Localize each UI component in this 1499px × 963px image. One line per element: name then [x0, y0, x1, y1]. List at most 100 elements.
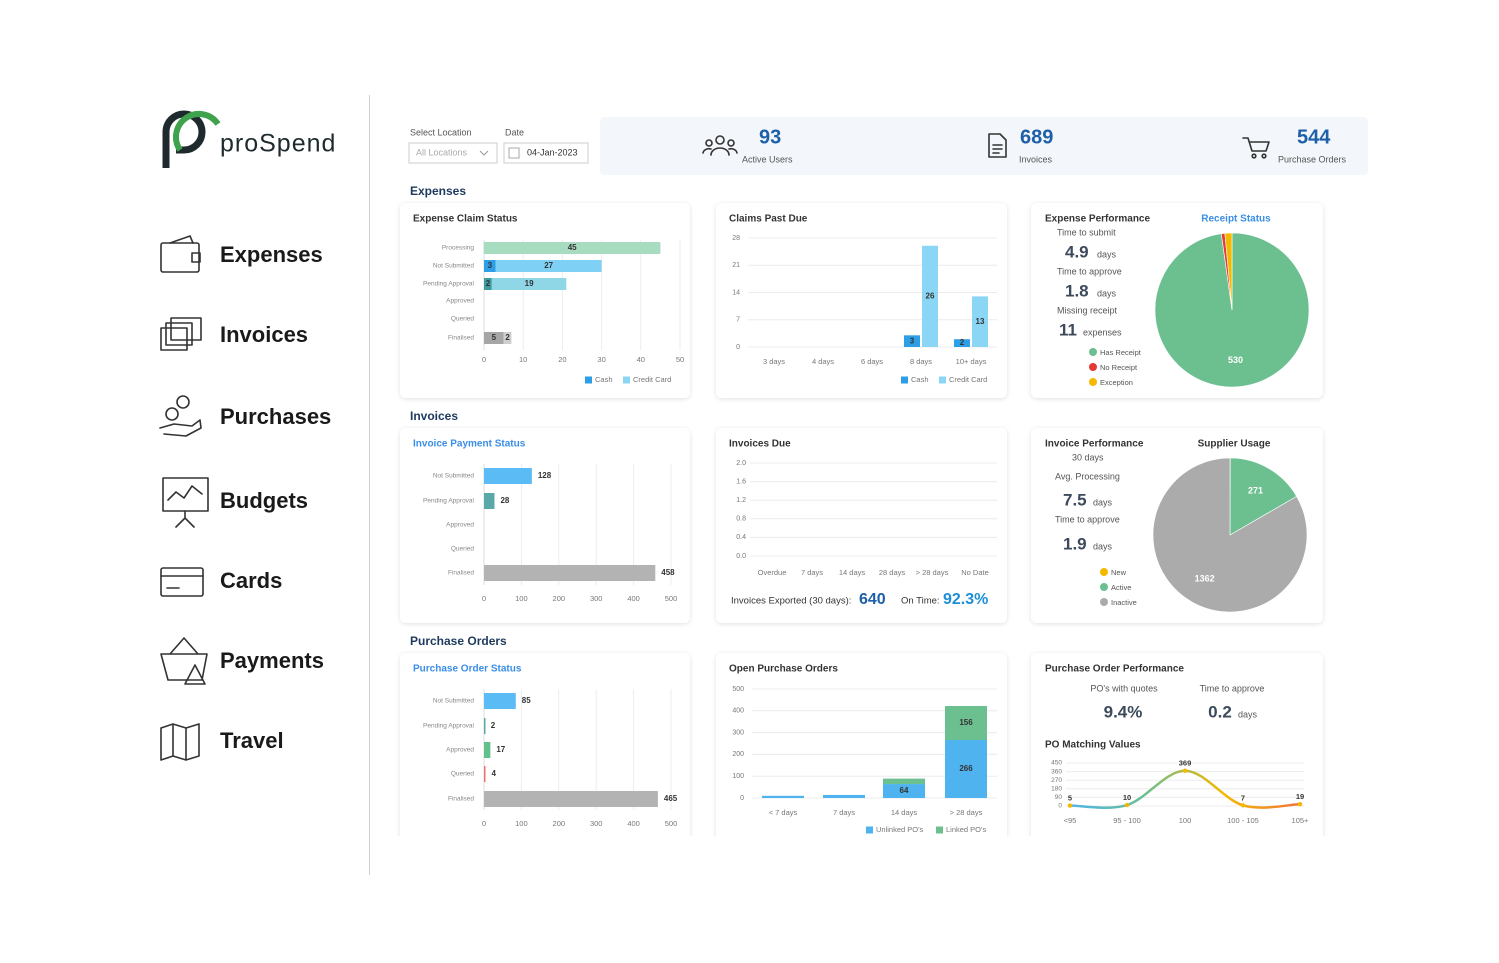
- legend-swatch: [623, 376, 630, 384]
- chevron: [479, 150, 489, 156]
- panel-title: Invoice Performance: [1045, 439, 1144, 450]
- stat-unit: days: [1097, 249, 1117, 259]
- x-tick-label: 6 days: [861, 357, 883, 366]
- stat-label: Time to approve: [1200, 683, 1265, 693]
- stat-label: Time to submit: [1057, 227, 1116, 237]
- legend-swatch: [1089, 363, 1097, 371]
- location-dropdown[interactable]: [408, 142, 498, 164]
- card: [400, 653, 690, 853]
- menu-item[interactable]: Budgets: [162, 477, 308, 528]
- x-tick-label: > 28 days: [916, 568, 949, 577]
- menu-label[interactable]: Cards: [220, 568, 282, 593]
- data-label: 266: [959, 764, 973, 773]
- stat-value: 9.4%: [1104, 702, 1143, 721]
- kpi-strip: [600, 117, 1368, 175]
- x-tick-label: 14 days: [891, 808, 918, 817]
- marker: [1240, 803, 1246, 808]
- bar: [484, 742, 491, 758]
- category-label: Not Submitted: [433, 698, 475, 705]
- menu-item[interactable]: Cards: [160, 567, 282, 597]
- data-label: 10: [1123, 793, 1131, 802]
- bar: [484, 242, 661, 254]
- chart-title: Expense Claim Status: [413, 214, 518, 225]
- filters: Select Location All Locations Date 04-Ja…: [408, 127, 589, 164]
- data-label: 13: [976, 317, 985, 326]
- menu-label[interactable]: Payments: [220, 648, 324, 673]
- legend-swatch: [901, 376, 908, 384]
- card: [716, 203, 1007, 398]
- marker: [1182, 768, 1188, 773]
- data-label: 28: [500, 496, 509, 505]
- card: [1031, 653, 1323, 853]
- logo: proSpend: [162, 110, 335, 168]
- x-tick-label: 200: [553, 819, 566, 828]
- legend-label: Credit Card: [949, 375, 987, 384]
- location-value[interactable]: All Locations: [416, 147, 468, 157]
- data-label: 271: [1248, 485, 1263, 495]
- menu-label[interactable]: Expenses: [220, 242, 323, 267]
- legend-label: Active: [1111, 583, 1131, 592]
- marker: [1124, 802, 1130, 808]
- y-tick-label: 500: [732, 686, 744, 693]
- bar: [945, 706, 987, 741]
- data-label: 156: [959, 718, 973, 727]
- po-performance: Purchase Order Performance PO's with quo…: [1045, 664, 1264, 722]
- y-tick-label: 1.6: [736, 478, 746, 485]
- bar: [484, 693, 516, 709]
- stat-label: Time to approve: [1055, 514, 1120, 524]
- legend-swatch: [866, 826, 873, 834]
- kpi: 689 Invoices: [988, 126, 1053, 164]
- x-tick-label: 400: [627, 819, 640, 828]
- x-tick-label: 200: [553, 594, 566, 603]
- category-label: Finalised: [448, 335, 474, 342]
- stat-unit: days: [1097, 288, 1117, 298]
- menu-item[interactable]: Purchases: [159, 395, 331, 437]
- x-tick-label: 100 - 105: [1227, 816, 1259, 825]
- stat-value: 0.2: [1208, 702, 1232, 721]
- section-title: Expenses: [410, 184, 466, 198]
- period: 30 days: [1072, 452, 1104, 462]
- menu-item[interactable]: Travel: [160, 723, 284, 761]
- x-tick-label: 100: [515, 819, 528, 828]
- category-label: Finalised: [448, 570, 474, 577]
- legend-swatch: [1100, 568, 1108, 576]
- chart-title: Claims Past Due: [729, 214, 808, 225]
- x-tick-label: 400: [627, 594, 640, 603]
- crop: [390, 836, 1335, 866]
- card: [716, 428, 1007, 623]
- menu-item[interactable]: Payments: [160, 637, 324, 685]
- date-value[interactable]: 04-Jan-2023: [527, 147, 578, 157]
- bar: [904, 335, 920, 347]
- bar: [883, 778, 925, 785]
- x-tick-label: Overdue: [758, 568, 787, 577]
- menu-label[interactable]: Purchases: [220, 404, 331, 429]
- legend-swatch: [1089, 378, 1097, 386]
- stat-value: 1.8: [1065, 281, 1089, 300]
- legend-label: Cash: [595, 375, 613, 384]
- y-tick-label: 450: [1051, 760, 1062, 767]
- legend-label: Linked PO's: [946, 825, 986, 834]
- data-label: 64: [900, 786, 909, 795]
- x-tick-label: 500: [665, 594, 678, 603]
- menu-item[interactable]: Expenses: [160, 235, 323, 273]
- category-label: Queried: [451, 316, 475, 323]
- menu-label[interactable]: Budgets: [220, 488, 308, 513]
- menu-label[interactable]: Travel: [220, 728, 284, 753]
- bar: [495, 260, 602, 272]
- category-label: Finalised: [448, 796, 474, 803]
- date-picker[interactable]: [503, 142, 589, 164]
- category-label: Queried: [451, 771, 475, 778]
- y-tick-label: 0.8: [736, 516, 746, 523]
- legend-swatch: [1100, 583, 1108, 591]
- card: [400, 203, 690, 398]
- stat-unit: days: [1238, 709, 1258, 719]
- footer-value: 92.3%: [943, 591, 988, 608]
- menu-label[interactable]: Invoices: [220, 322, 308, 347]
- chart-title: Invoice Payment Status: [413, 439, 526, 450]
- y-tick-label: 100: [732, 773, 744, 780]
- bar: [823, 794, 865, 798]
- menu-item[interactable]: Invoices: [160, 317, 308, 351]
- y-tick-label: 0: [740, 795, 744, 802]
- bar: [484, 332, 504, 344]
- stat-label: Time to approve: [1057, 266, 1122, 276]
